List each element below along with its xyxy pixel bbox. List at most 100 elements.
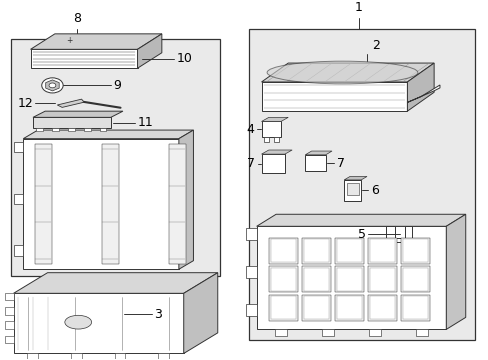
- Bar: [273, 136, 278, 142]
- Polygon shape: [261, 82, 407, 111]
- Text: 10: 10: [176, 52, 192, 65]
- Polygon shape: [137, 34, 162, 68]
- Bar: [264, 136, 268, 142]
- Bar: [400, 238, 429, 264]
- Circle shape: [41, 78, 63, 93]
- Bar: [346, 183, 358, 195]
- Bar: [268, 266, 297, 292]
- Polygon shape: [30, 49, 137, 68]
- Bar: [245, 266, 256, 278]
- Bar: [271, 267, 295, 291]
- Bar: [5, 293, 14, 300]
- Text: 3: 3: [154, 308, 162, 321]
- Bar: [337, 267, 361, 291]
- Text: 8: 8: [73, 12, 81, 24]
- Bar: [249, 29, 474, 340]
- Polygon shape: [305, 151, 331, 155]
- Polygon shape: [261, 117, 287, 121]
- Bar: [403, 267, 427, 291]
- Bar: [115, 353, 125, 359]
- Bar: [36, 128, 43, 131]
- Text: 1: 1: [354, 1, 362, 14]
- Bar: [403, 296, 427, 319]
- Text: +: +: [66, 36, 73, 45]
- Polygon shape: [261, 150, 291, 154]
- Bar: [14, 194, 23, 204]
- Polygon shape: [407, 63, 433, 111]
- Polygon shape: [14, 273, 217, 293]
- Bar: [14, 245, 23, 256]
- Bar: [415, 329, 427, 336]
- Bar: [305, 155, 325, 171]
- Circle shape: [49, 83, 56, 88]
- Text: 5: 5: [357, 228, 366, 241]
- Text: 2: 2: [371, 39, 379, 52]
- Bar: [337, 296, 361, 319]
- Bar: [5, 307, 14, 315]
- Ellipse shape: [266, 61, 417, 84]
- Bar: [321, 329, 333, 336]
- Polygon shape: [179, 130, 193, 269]
- Bar: [14, 142, 23, 152]
- Text: 6: 6: [370, 184, 378, 197]
- Text: 4: 4: [246, 123, 254, 136]
- Polygon shape: [45, 80, 59, 91]
- Bar: [268, 238, 297, 264]
- Polygon shape: [14, 293, 183, 354]
- Bar: [52, 128, 59, 131]
- Bar: [271, 296, 295, 319]
- Bar: [5, 336, 14, 343]
- Bar: [367, 295, 396, 321]
- Bar: [158, 353, 169, 359]
- Bar: [334, 238, 364, 264]
- Bar: [23, 139, 179, 269]
- Ellipse shape: [65, 315, 91, 329]
- Polygon shape: [261, 63, 433, 82]
- Bar: [268, 295, 297, 321]
- Bar: [11, 39, 220, 276]
- Bar: [100, 128, 106, 131]
- Bar: [35, 144, 52, 264]
- Bar: [256, 226, 446, 329]
- Polygon shape: [30, 34, 162, 49]
- Bar: [400, 295, 429, 321]
- Text: 7: 7: [247, 157, 255, 170]
- Bar: [334, 295, 364, 321]
- Text: 7: 7: [336, 157, 344, 170]
- Bar: [245, 228, 256, 240]
- Text: 11: 11: [137, 116, 153, 129]
- Bar: [304, 239, 328, 262]
- Polygon shape: [344, 176, 366, 180]
- Bar: [274, 329, 286, 336]
- Polygon shape: [57, 99, 84, 107]
- Bar: [27, 353, 38, 359]
- Bar: [5, 321, 14, 329]
- Bar: [169, 144, 186, 264]
- Bar: [367, 238, 396, 264]
- Text: 9: 9: [113, 79, 121, 92]
- Bar: [370, 267, 394, 291]
- Bar: [271, 239, 295, 262]
- Bar: [337, 239, 361, 262]
- Bar: [400, 266, 429, 292]
- Bar: [304, 267, 328, 291]
- Bar: [368, 329, 380, 336]
- Polygon shape: [407, 85, 439, 102]
- Bar: [33, 117, 111, 128]
- Bar: [83, 128, 90, 131]
- Bar: [261, 154, 285, 173]
- Bar: [71, 353, 81, 359]
- Polygon shape: [385, 226, 411, 242]
- Polygon shape: [23, 130, 193, 139]
- Polygon shape: [256, 214, 465, 226]
- Bar: [102, 144, 119, 264]
- Text: 12: 12: [17, 97, 33, 110]
- Polygon shape: [33, 111, 122, 117]
- Bar: [68, 128, 75, 131]
- Bar: [301, 295, 330, 321]
- Bar: [301, 238, 330, 264]
- Bar: [367, 266, 396, 292]
- Bar: [344, 180, 361, 201]
- Polygon shape: [446, 214, 465, 329]
- Bar: [261, 121, 281, 137]
